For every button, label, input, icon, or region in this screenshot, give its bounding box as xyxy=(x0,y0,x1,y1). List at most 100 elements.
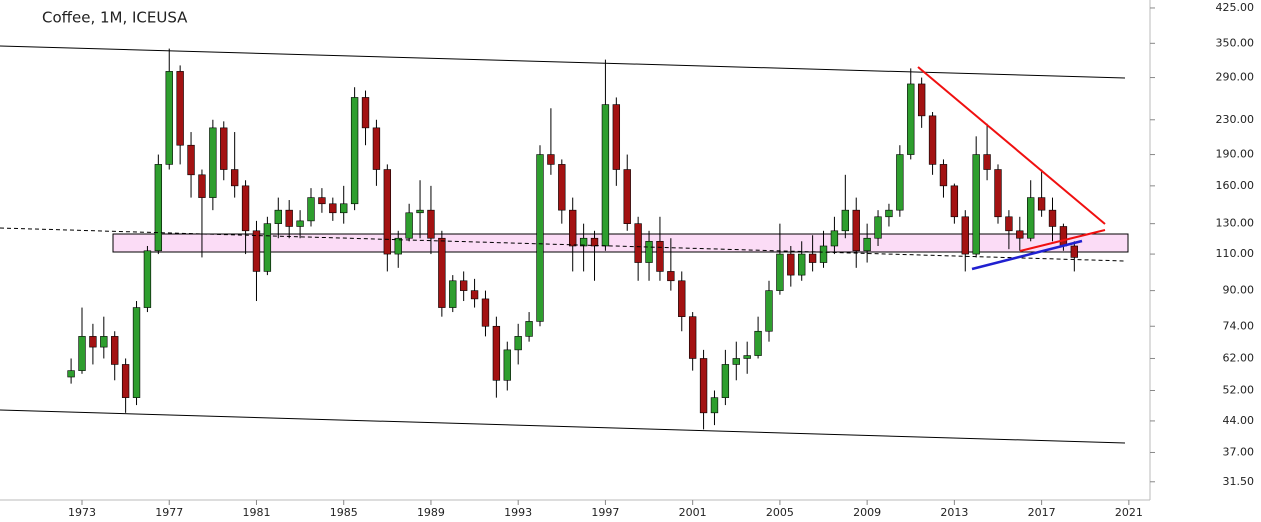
candle-body xyxy=(787,253,795,276)
candle-body xyxy=(350,97,359,205)
candle-body xyxy=(230,169,239,187)
candle-body xyxy=(449,280,457,308)
candle-body xyxy=(187,144,195,176)
candle-body xyxy=(514,336,522,351)
y-tick-label: 230.00 xyxy=(1216,113,1255,126)
y-tick-label: 90.00 xyxy=(1223,284,1255,297)
y-tick-label: 425.00 xyxy=(1216,1,1255,14)
candle-body xyxy=(1005,216,1013,232)
x-tick-label: 1985 xyxy=(330,506,358,519)
candle-body xyxy=(579,237,588,247)
channel-top xyxy=(0,45,1126,79)
x-tick-label: 2009 xyxy=(853,506,881,519)
red-line xyxy=(1019,229,1106,252)
candle-body xyxy=(721,364,730,398)
candle-body xyxy=(89,336,97,348)
y-tick-label: 74.00 xyxy=(1223,319,1255,332)
candle-body xyxy=(121,364,130,398)
candle-body xyxy=(710,397,719,414)
x-tick-label: 1997 xyxy=(591,506,619,519)
y-tick-label: 190.00 xyxy=(1216,148,1255,161)
candle-body xyxy=(1027,197,1035,239)
red-line xyxy=(917,66,1106,225)
candle-body xyxy=(503,349,511,381)
candle-body xyxy=(154,164,163,252)
candle-body xyxy=(459,280,468,291)
candle-body xyxy=(143,250,152,308)
candle-body xyxy=(285,209,293,227)
candle-body xyxy=(994,169,1002,218)
candle-body xyxy=(656,240,664,272)
candle-body xyxy=(601,104,610,247)
channel-bottom xyxy=(0,409,1126,444)
candle-body xyxy=(1016,230,1024,239)
y-tick-label: 62.00 xyxy=(1223,351,1255,364)
y-tick-label: 350.00 xyxy=(1216,36,1255,49)
candle-body xyxy=(590,237,599,247)
candle-body xyxy=(896,154,904,211)
candle-body xyxy=(732,358,740,365)
candle-body xyxy=(405,212,413,239)
candle-body xyxy=(558,164,566,211)
candle-body xyxy=(688,316,697,359)
y-tick-label: 130.00 xyxy=(1216,217,1255,230)
candle-body xyxy=(307,197,315,222)
y-tick-label: 37.00 xyxy=(1223,445,1255,458)
candle-body xyxy=(917,83,926,117)
y-tick-label: 31.50 xyxy=(1223,475,1255,488)
candle-body xyxy=(67,370,75,378)
candle-body xyxy=(569,209,577,247)
candle-body xyxy=(765,290,773,332)
candles xyxy=(67,48,1079,430)
candle-body xyxy=(743,355,751,359)
x-tick-label: 2005 xyxy=(766,506,794,519)
chart-title: Coffee, 1M, ICEUSA xyxy=(42,9,188,27)
candle-body xyxy=(361,97,370,129)
candle-body xyxy=(438,237,446,308)
x-tick-label: 1973 xyxy=(68,506,96,519)
y-tick-label: 110.00 xyxy=(1216,247,1255,260)
blue-line xyxy=(971,239,1083,271)
candle-body xyxy=(176,71,184,146)
candle-body xyxy=(1059,226,1068,247)
y-tick-label: 52.00 xyxy=(1223,384,1255,397)
candle-body xyxy=(100,336,108,348)
candle-body xyxy=(754,330,762,356)
dashed-line xyxy=(0,227,1126,262)
x-tick-label: 1989 xyxy=(417,506,445,519)
candle-body xyxy=(798,253,806,276)
candle-body xyxy=(340,203,348,214)
candle-body xyxy=(1048,209,1057,227)
candle-body xyxy=(416,209,424,214)
candle-body xyxy=(165,71,173,165)
candle-body xyxy=(699,358,708,414)
trend-lines xyxy=(0,45,1126,444)
x-tick-label: 2001 xyxy=(679,506,707,519)
x-tick-label: 2013 xyxy=(940,506,968,519)
candle-body xyxy=(939,164,948,187)
candle-body xyxy=(776,253,784,291)
candle-body xyxy=(623,169,631,224)
candle-body xyxy=(841,209,850,232)
candle-body xyxy=(547,154,555,165)
candle-body xyxy=(678,280,686,317)
y-tick-label: 290.00 xyxy=(1216,71,1255,84)
candle-body xyxy=(1070,245,1079,258)
candle-body xyxy=(383,169,392,255)
candle-body xyxy=(274,209,282,224)
candle-body xyxy=(198,174,206,198)
x-tick-label: 1977 xyxy=(155,506,183,519)
candle-body xyxy=(852,209,860,252)
candle-body xyxy=(1037,197,1046,211)
y-tick-label: 44.00 xyxy=(1223,414,1255,427)
candle-body xyxy=(263,223,272,272)
candle-body xyxy=(808,253,817,263)
candle-body xyxy=(928,115,937,165)
candle-body xyxy=(961,216,969,255)
candle-body xyxy=(819,245,828,263)
candle-body xyxy=(78,336,86,371)
x-tick-label: 2017 xyxy=(1028,506,1056,519)
x-tick-label: 2021 xyxy=(1115,506,1143,519)
candle-body xyxy=(132,307,141,398)
